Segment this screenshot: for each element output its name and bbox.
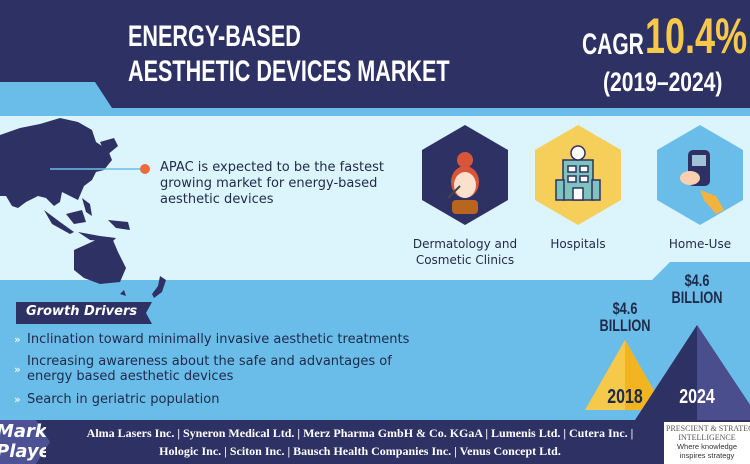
- value-2018: $4.6 BILLION: [599, 299, 651, 335]
- apac-map: [0, 118, 166, 298]
- logo-name: PRESCIENT & STRATEGIC: [666, 424, 750, 433]
- woman-face-icon: [447, 152, 479, 214]
- market-players-tab: [0, 420, 50, 464]
- growth-drivers-title: Growth Drivers: [26, 304, 138, 319]
- company-logo: PRESCIENT & STRATEGIC INTELLIGENCE Where…: [664, 422, 750, 464]
- year-2018: 2018: [607, 386, 643, 408]
- driver-item: » Inclination toward minimally invasive a…: [14, 332, 410, 347]
- footer-band: [0, 420, 750, 464]
- hospital-building-icon: [555, 145, 601, 201]
- end-user-label-home-use: Home-Use: [668, 237, 732, 251]
- apac-marker: [140, 164, 150, 174]
- market-players-list: Alma Lasers Inc. | Syneron Medical Ltd. …: [86, 426, 634, 458]
- logo-tagline: Where knowledge inspires strategy: [676, 442, 738, 460]
- market-players-label: Market Players: [0, 422, 46, 462]
- end-user-label-dermatology: Dermatology and Cosmetic Clinics: [412, 237, 518, 267]
- driver-item: » Search in geriatric population: [14, 392, 220, 407]
- cagr-label: CAGR: [582, 28, 644, 61]
- driver-item: » Increasing awareness about the safe and…: [14, 354, 392, 384]
- cagr-period: (2019–2024): [603, 67, 723, 97]
- hand-device-icon: [680, 150, 724, 214]
- logo-subname: INTELLIGENCE: [678, 433, 736, 442]
- title-line-2: AESTHETIC DEVICES MARKET: [128, 55, 450, 88]
- chevron-icon: »: [14, 363, 21, 376]
- title-line-1: ENERGY-BASED: [128, 20, 301, 53]
- year-2024: 2024: [679, 386, 715, 408]
- apac-callout: APAC is expected to be the fastest growi…: [160, 160, 384, 207]
- chevron-icon: »: [14, 333, 21, 346]
- end-user-label-hospitals: Hospitals: [550, 237, 606, 251]
- cagr-value: 10.4%: [645, 8, 748, 64]
- growth-drivers-tab: [16, 302, 152, 324]
- value-2024: $4.6 BILLION: [671, 271, 723, 307]
- header-band: [0, 0, 750, 108]
- chevron-icon: »: [14, 393, 21, 406]
